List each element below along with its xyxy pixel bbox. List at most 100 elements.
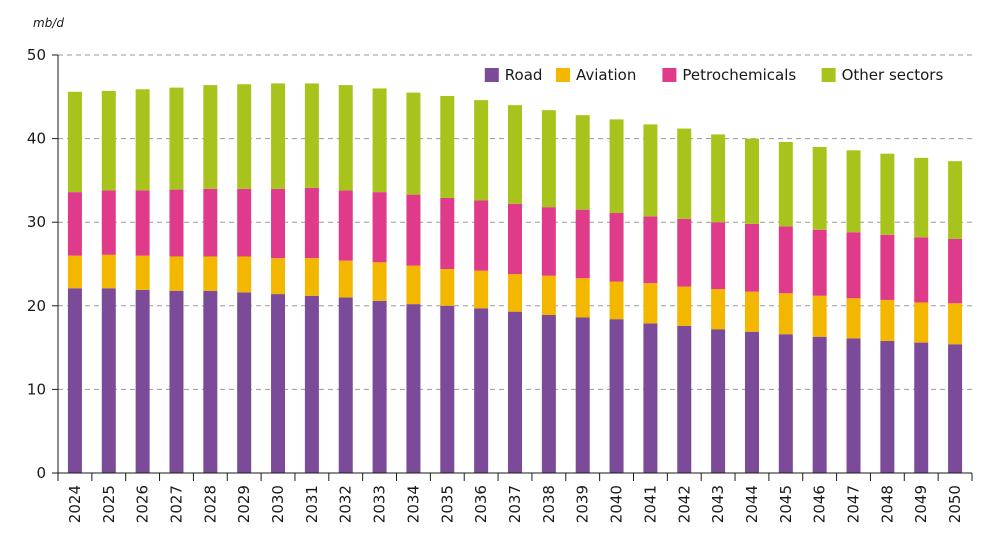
bar-road-2028 xyxy=(203,290,218,473)
legend-label-road: Road xyxy=(505,66,543,84)
bar-petrochemicals-2032 xyxy=(338,190,353,261)
bar-petrochemicals-2031 xyxy=(304,187,319,259)
bar-aviation-2034 xyxy=(406,265,421,305)
y-tick-label: 20 xyxy=(27,297,46,315)
x-tick-label: 2034 xyxy=(404,485,422,523)
x-tick-label: 2037 xyxy=(506,485,524,523)
bar-other-sectors-2043 xyxy=(711,134,726,223)
bar-other-sectors-2032 xyxy=(338,85,353,191)
bar-petrochemicals-2035 xyxy=(440,197,455,270)
bar-road-2036 xyxy=(474,308,489,473)
bar-petrochemicals-2028 xyxy=(203,188,218,257)
legend-swatch-aviation xyxy=(556,68,570,82)
bar-other-sectors-2049 xyxy=(914,157,929,238)
bar-road-2026 xyxy=(135,289,150,473)
bar-aviation-2032 xyxy=(338,260,353,298)
x-tick-label: 2046 xyxy=(811,485,829,523)
x-tick-label: 2041 xyxy=(641,485,659,523)
bar-other-sectors-2025 xyxy=(101,90,116,191)
bar-petrochemicals-2047 xyxy=(846,232,861,299)
bar-aviation-2043 xyxy=(711,289,726,330)
bar-petrochemicals-2045 xyxy=(778,226,793,294)
x-tick-label: 2031 xyxy=(303,485,321,523)
bar-aviation-2039 xyxy=(575,278,590,318)
bar-other-sectors-2024 xyxy=(67,91,82,193)
bar-aviation-2045 xyxy=(778,293,793,335)
bar-road-2042 xyxy=(677,325,692,473)
legend-swatch-other-sectors xyxy=(821,68,836,82)
bar-road-2024 xyxy=(67,288,82,473)
bar-aviation-2030 xyxy=(271,258,286,295)
x-tick-label: 2029 xyxy=(235,485,253,523)
y-tick-label: 40 xyxy=(27,130,46,148)
legend-label-other-sectors: Other sectors xyxy=(842,66,944,84)
bar-petrochemicals-2048 xyxy=(880,234,895,300)
bar-petrochemicals-2037 xyxy=(508,203,522,275)
bar-petrochemicals-2029 xyxy=(237,188,252,257)
legend-swatch-petrochemicals xyxy=(662,68,677,82)
bar-road-2037 xyxy=(508,311,522,473)
bar-other-sectors-2026 xyxy=(135,89,150,191)
bar-aviation-2025 xyxy=(101,254,116,289)
bar-other-sectors-2039 xyxy=(575,115,590,210)
x-tick-label: 2050 xyxy=(946,485,964,523)
bar-road-2050 xyxy=(948,344,963,473)
bar-aviation-2044 xyxy=(744,291,759,332)
bar-other-sectors-2038 xyxy=(541,110,556,208)
x-tick-label: 2042 xyxy=(675,485,693,523)
bar-other-sectors-2033 xyxy=(372,88,387,193)
bar-aviation-2050 xyxy=(948,303,963,345)
bar-petrochemicals-2046 xyxy=(812,229,827,296)
x-tick-label: 2030 xyxy=(269,485,287,523)
bar-road-2029 xyxy=(237,292,252,473)
bar-road-2040 xyxy=(609,319,624,473)
x-tick-label: 2025 xyxy=(100,485,118,523)
bar-other-sectors-2035 xyxy=(440,95,455,198)
bar-road-2048 xyxy=(880,340,895,473)
x-tick-label: 2038 xyxy=(540,485,558,523)
bar-road-2047 xyxy=(846,338,861,473)
x-tick-label: 2033 xyxy=(371,485,389,523)
bar-road-2034 xyxy=(406,304,421,473)
bar-aviation-2027 xyxy=(169,256,184,291)
bar-petrochemicals-2034 xyxy=(406,194,421,266)
x-tick-label: 2024 xyxy=(66,485,84,523)
bar-aviation-2040 xyxy=(609,281,624,320)
bar-road-2033 xyxy=(372,300,387,473)
x-tick-label: 2045 xyxy=(777,485,795,523)
bar-petrochemicals-2050 xyxy=(948,238,963,304)
y-tick-label: 10 xyxy=(27,380,46,398)
bar-aviation-2031 xyxy=(304,258,319,296)
bar-aviation-2049 xyxy=(914,302,929,343)
bar-aviation-2035 xyxy=(440,269,455,306)
bar-petrochemicals-2043 xyxy=(711,222,726,290)
bar-petrochemicals-2026 xyxy=(135,190,150,256)
x-tick-label: 2032 xyxy=(337,485,355,523)
bar-other-sectors-2046 xyxy=(812,146,827,230)
x-tick-label: 2035 xyxy=(438,485,456,523)
bar-aviation-2036 xyxy=(474,270,489,309)
bar-other-sectors-2028 xyxy=(203,85,218,189)
bar-aviation-2041 xyxy=(643,283,658,324)
bar-petrochemicals-2024 xyxy=(67,192,82,256)
x-tick-label: 2048 xyxy=(878,485,896,523)
y-axis-unit-label: mb/d xyxy=(33,16,64,30)
bar-other-sectors-2048 xyxy=(880,153,895,235)
bar-other-sectors-2034 xyxy=(406,92,421,195)
bar-road-2046 xyxy=(812,336,827,473)
bar-other-sectors-2036 xyxy=(474,100,489,201)
y-tick-label: 30 xyxy=(27,213,46,231)
bar-aviation-2048 xyxy=(880,299,895,341)
bar-road-2045 xyxy=(778,334,793,473)
bars xyxy=(67,83,963,473)
bar-other-sectors-2047 xyxy=(846,150,861,233)
bar-aviation-2024 xyxy=(67,255,82,289)
bar-aviation-2026 xyxy=(135,255,150,290)
bar-other-sectors-2027 xyxy=(169,87,184,190)
bar-other-sectors-2041 xyxy=(643,124,658,217)
bar-other-sectors-2050 xyxy=(948,161,963,239)
bar-aviation-2029 xyxy=(237,256,252,293)
bar-road-2049 xyxy=(914,342,929,473)
x-tick-label: 2026 xyxy=(134,485,152,523)
